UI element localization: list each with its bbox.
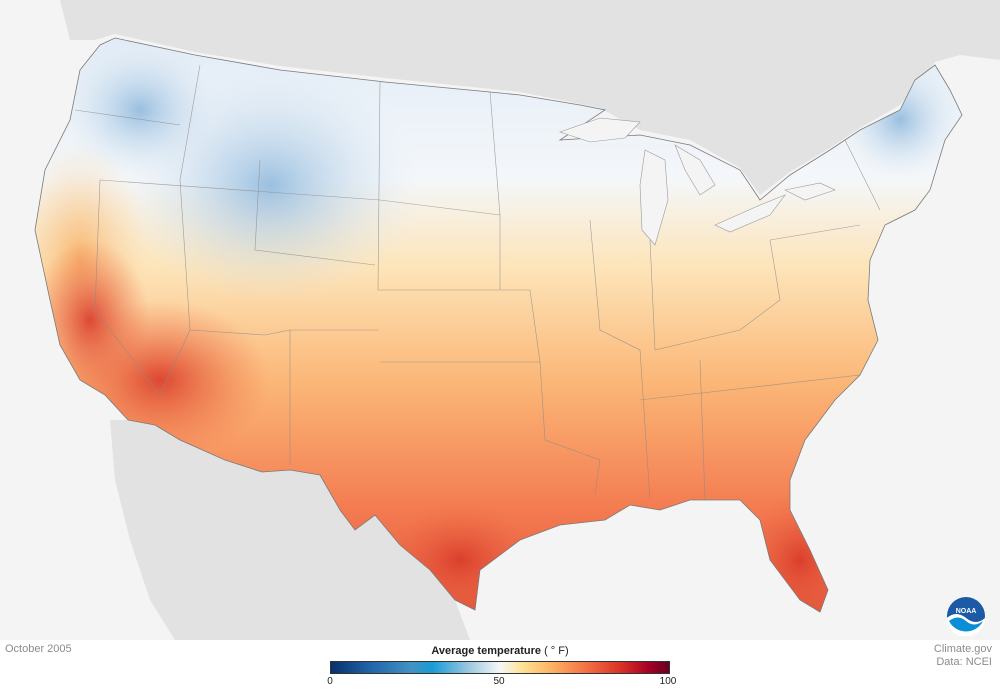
baja-land	[110, 420, 200, 640]
credit-data: Data: NCEI	[936, 656, 992, 668]
great-lakes	[559, 117, 836, 246]
map-footer: October 2005 Average temperature ( ° F) …	[0, 640, 1000, 690]
legend-color-bar	[330, 661, 670, 674]
legend-title: Average temperature ( ° F)	[330, 645, 670, 657]
legend-tick-max: 100	[659, 676, 677, 687]
legend-tick-min: 0	[327, 676, 333, 687]
temperature-map: NOAA	[0, 0, 1000, 640]
noaa-logo-text: NOAA	[956, 608, 977, 615]
date-label: October 2005	[5, 643, 72, 655]
legend-title-text: Average temperature	[431, 645, 541, 657]
credits: Climate.gov Data: NCEI	[934, 643, 992, 669]
legend-unit: ( ° F)	[544, 645, 569, 657]
map-canvas	[34, 0, 1000, 640]
canada-land	[60, 0, 1000, 195]
credit-source: Climate.gov	[933, 643, 992, 655]
mexico-land	[128, 420, 470, 640]
noaa-logo: NOAA	[947, 597, 985, 636]
legend-tick-mid: 50	[493, 676, 505, 687]
